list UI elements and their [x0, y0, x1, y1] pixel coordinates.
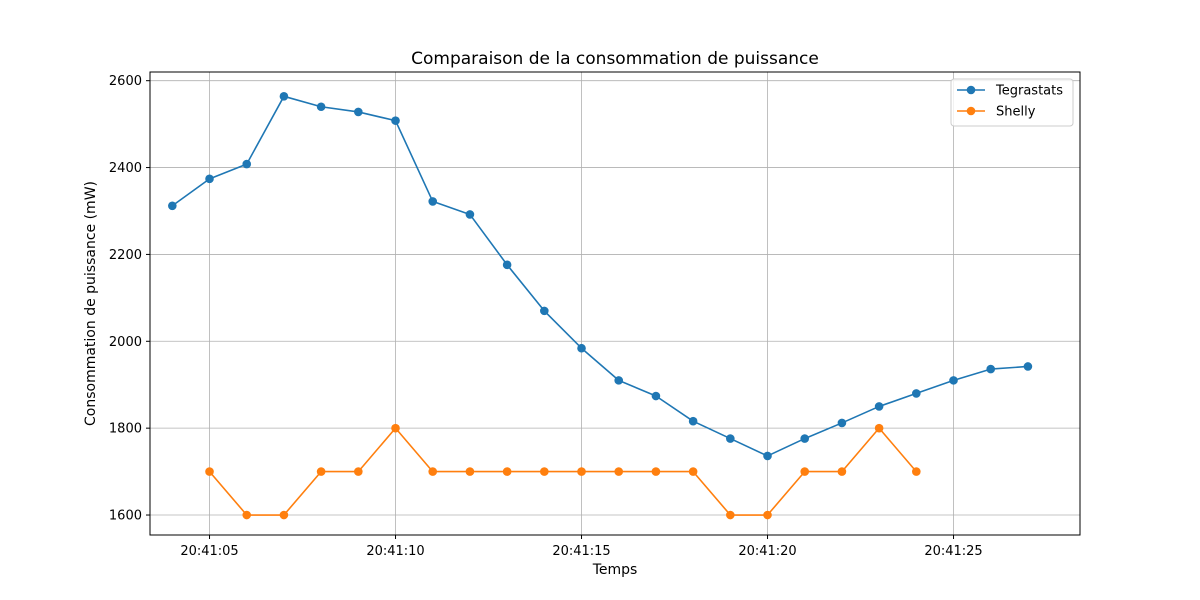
data-point-shelly: [651, 467, 661, 476]
plot-frame: [149, 71, 1081, 536]
legend-label-tegrastats: Tegrastats: [995, 84, 1063, 99]
data-point-tegrastats: [837, 418, 847, 428]
data-point-tegrastats: [279, 92, 289, 101]
data-point-shelly: [800, 467, 810, 476]
data-point-shelly: [205, 467, 214, 476]
series-shelly: [205, 423, 921, 520]
y-tick-label: 2200: [109, 248, 142, 263]
grid-lines: [150, 72, 1080, 535]
legend-marker-tegrastats: [966, 85, 976, 95]
data-point-shelly: [391, 423, 400, 433]
data-point-tegrastats: [242, 159, 252, 169]
data-point-tegrastats: [168, 201, 177, 211]
data-point-tegrastats: [763, 451, 772, 461]
data-point-tegrastats: [465, 210, 475, 219]
data-point-tegrastats: [949, 376, 958, 385]
data-point-shelly: [316, 467, 326, 476]
data-point-shelly: [242, 510, 252, 520]
y-tick-label: 2600: [109, 74, 142, 89]
legend: Tegrastats Shelly: [950, 78, 1074, 127]
series-line-tegrastats: [171, 95, 1028, 457]
data-point-shelly: [837, 467, 847, 476]
axis-ticks: 20:41:05 20:41:10 20:41:15 20:41:20 20:41:25…: [109, 74, 983, 559]
data-point-shelly: [726, 510, 735, 520]
data-point-tegrastats: [986, 364, 996, 374]
data-point-tegrastats: [726, 434, 735, 443]
data-point-shelly: [763, 510, 772, 520]
data-point-tegrastats: [614, 376, 624, 385]
legend-marker-shelly: [966, 106, 976, 116]
y-tick-label: 2400: [109, 161, 142, 176]
data-point-shelly: [688, 467, 698, 476]
y-tick-label: 1600: [109, 509, 142, 524]
data-point-tegrastats: [502, 260, 512, 270]
data-point-tegrastats: [1023, 362, 1033, 371]
data-point-shelly: [614, 467, 624, 476]
y-tick-label: 1800: [109, 422, 142, 437]
series-layer: [168, 92, 1033, 520]
data-point-tegrastats: [874, 402, 884, 411]
data-point-shelly: [279, 510, 289, 520]
x-axis-label: Temps: [592, 562, 638, 578]
data-point-shelly: [912, 467, 921, 476]
data-point-shelly: [465, 467, 475, 476]
data-point-tegrastats: [428, 197, 438, 206]
data-point-tegrastats: [391, 116, 400, 125]
x-tick-label: 20:41:25: [924, 544, 982, 559]
data-point-shelly: [428, 467, 438, 476]
data-point-tegrastats: [688, 416, 698, 426]
data-point-tegrastats: [912, 389, 921, 398]
x-tick-label: 20:41:05: [180, 544, 238, 559]
data-point-tegrastats: [205, 174, 214, 184]
y-tick-label: 2000: [109, 335, 142, 350]
data-point-shelly: [354, 467, 363, 476]
series-line-shelly: [208, 427, 917, 516]
data-point-tegrastats: [800, 434, 810, 443]
data-point-tegrastats: [316, 102, 326, 112]
data-point-tegrastats: [651, 391, 661, 401]
data-point-shelly: [540, 467, 549, 476]
x-tick-label: 20:41:20: [738, 544, 796, 559]
y-axis-label: Consommation de puissance (mW): [83, 181, 99, 426]
data-point-tegrastats: [354, 107, 363, 117]
data-point-shelly: [874, 423, 884, 433]
data-point-tegrastats: [577, 343, 586, 353]
data-point-shelly: [577, 467, 586, 476]
x-tick-label: 20:41:10: [366, 544, 424, 559]
legend-label-shelly: Shelly: [996, 105, 1036, 120]
x-tick-label: 20:41:15: [552, 544, 610, 559]
series-tegrastats: [168, 92, 1033, 461]
chart-title: Comparaison de la consommation de puissa…: [411, 49, 819, 69]
data-point-shelly: [502, 467, 512, 476]
data-point-tegrastats: [540, 306, 549, 316]
